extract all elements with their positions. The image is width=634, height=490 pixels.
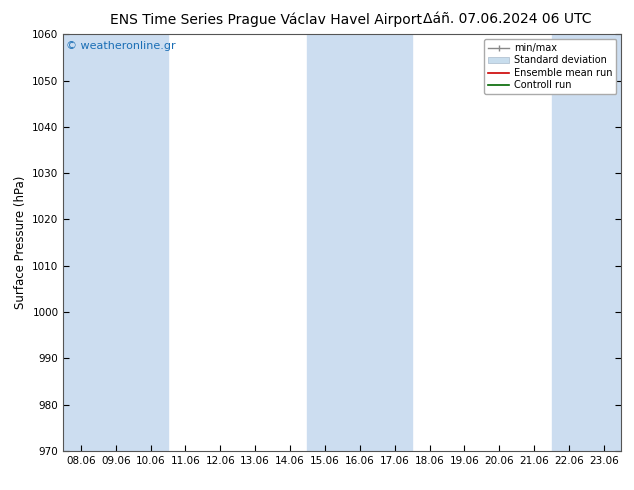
Y-axis label: Surface Pressure (hPa): Surface Pressure (hPa): [14, 176, 27, 309]
Bar: [552, 34, 621, 451]
Text: © weatheronline.gr: © weatheronline.gr: [66, 41, 176, 50]
Text: Δáñ. 07.06.2024 06 UTC: Δáñ. 07.06.2024 06 UTC: [423, 12, 592, 26]
Bar: [307, 34, 412, 451]
Bar: [63, 34, 168, 451]
Text: ENS Time Series Prague Václav Havel Airport: ENS Time Series Prague Václav Havel Airp…: [110, 12, 422, 27]
Legend: min/max, Standard deviation, Ensemble mean run, Controll run: min/max, Standard deviation, Ensemble me…: [484, 39, 616, 94]
